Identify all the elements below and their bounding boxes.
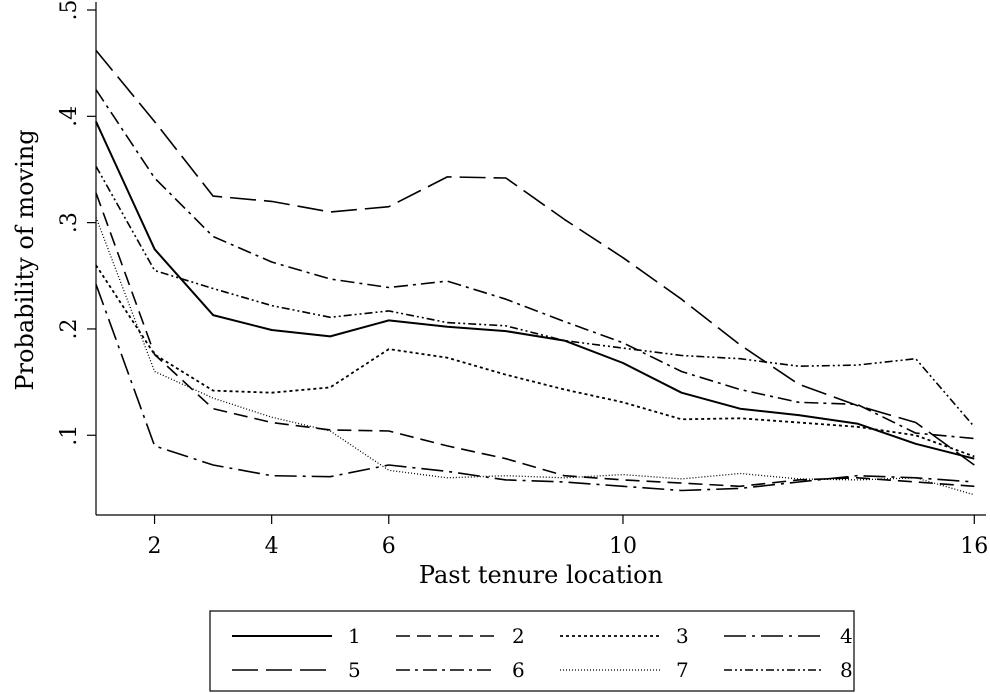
legend-items: 1 2 3 4 5 6 7 8 bbox=[232, 624, 853, 682]
series-line-3 bbox=[95, 264, 975, 458]
series-line-7 bbox=[95, 217, 975, 496]
legend-label-4: 4 bbox=[840, 624, 853, 648]
x-ticks: 2 4 6 10 16 bbox=[148, 515, 988, 559]
x-tick-label: 4 bbox=[265, 534, 279, 559]
legend-label-6: 6 bbox=[512, 658, 525, 682]
legend-label-3: 3 bbox=[676, 624, 689, 648]
series-line-8 bbox=[95, 165, 975, 428]
y-tick-label: .3 bbox=[57, 212, 82, 233]
x-tick-label: 10 bbox=[609, 534, 637, 559]
legend-box bbox=[209, 610, 855, 692]
series-line-6 bbox=[95, 89, 975, 440]
y-tick-label: .2 bbox=[57, 318, 82, 339]
series-layer bbox=[95, 49, 975, 496]
series-line-1 bbox=[95, 121, 975, 460]
legend-label-1: 1 bbox=[348, 624, 361, 648]
y-tick-label: .4 bbox=[57, 106, 82, 127]
x-tick-label: 6 bbox=[382, 534, 396, 559]
legend: 1 2 3 4 5 6 7 8 bbox=[209, 610, 855, 692]
y-tick-label: .5 bbox=[57, 0, 82, 21]
x-axis-title: Past tenure location bbox=[419, 561, 663, 589]
legend-label-7: 7 bbox=[676, 658, 689, 682]
series-line-4 bbox=[95, 284, 975, 492]
x-tick-label: 16 bbox=[960, 534, 988, 559]
y-axis-title: Probability of moving bbox=[11, 129, 39, 390]
x-tick-label: 2 bbox=[148, 534, 162, 559]
series-line-2 bbox=[95, 192, 975, 488]
legend-label-5: 5 bbox=[348, 658, 361, 682]
y-tick-label: .1 bbox=[57, 425, 82, 446]
legend-label-8: 8 bbox=[840, 658, 853, 682]
series-line-5 bbox=[95, 49, 975, 466]
y-ticks: .1 .2 .3 .4 .5 bbox=[57, 0, 96, 446]
legend-label-2: 2 bbox=[512, 624, 525, 648]
